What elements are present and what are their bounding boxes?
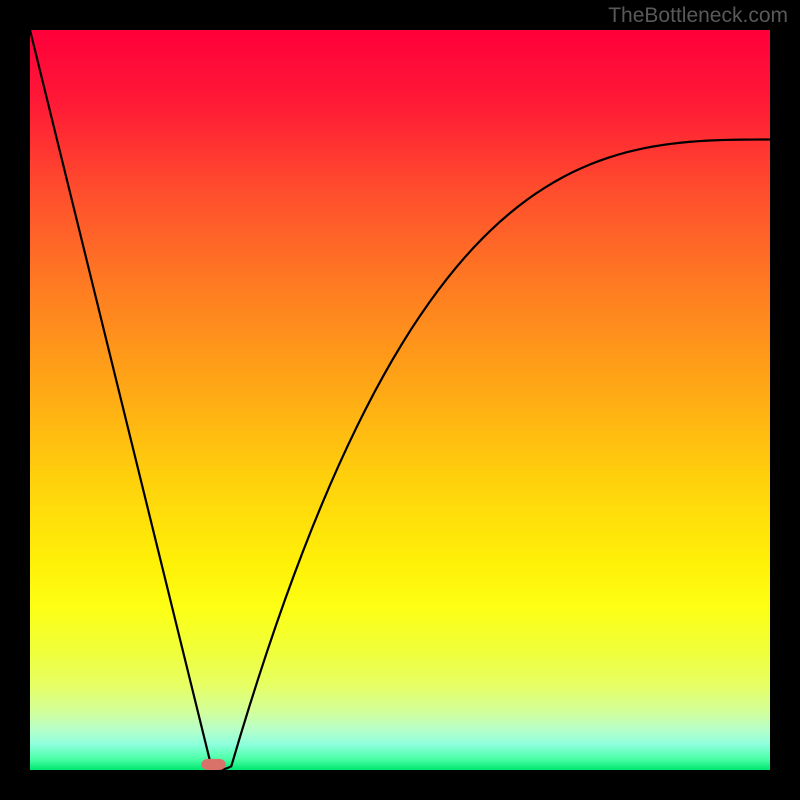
chart-container: TheBottleneck.com: [0, 0, 800, 800]
bottleneck-curve: [30, 30, 770, 770]
watermark-text: TheBottleneck.com: [608, 4, 788, 28]
plot-area: [30, 30, 770, 770]
min-marker: [201, 759, 225, 770]
curve-path: [30, 30, 770, 770]
